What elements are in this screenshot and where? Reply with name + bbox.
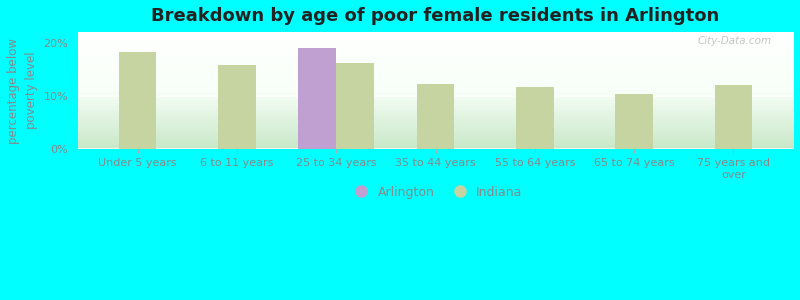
Bar xyxy=(417,84,454,149)
Bar xyxy=(516,87,554,149)
Text: City-Data.com: City-Data.com xyxy=(698,36,772,46)
Title: Breakdown by age of poor female residents in Arlington: Breakdown by age of poor female resident… xyxy=(151,7,720,25)
Bar xyxy=(218,65,256,149)
Y-axis label: percentage below
poverty level: percentage below poverty level xyxy=(7,38,38,144)
Bar xyxy=(714,85,752,149)
Legend: Arlington, Indiana: Arlington, Indiana xyxy=(344,181,527,204)
Bar xyxy=(615,94,653,149)
Bar xyxy=(118,52,157,149)
Bar xyxy=(336,63,374,149)
Bar xyxy=(298,48,336,149)
